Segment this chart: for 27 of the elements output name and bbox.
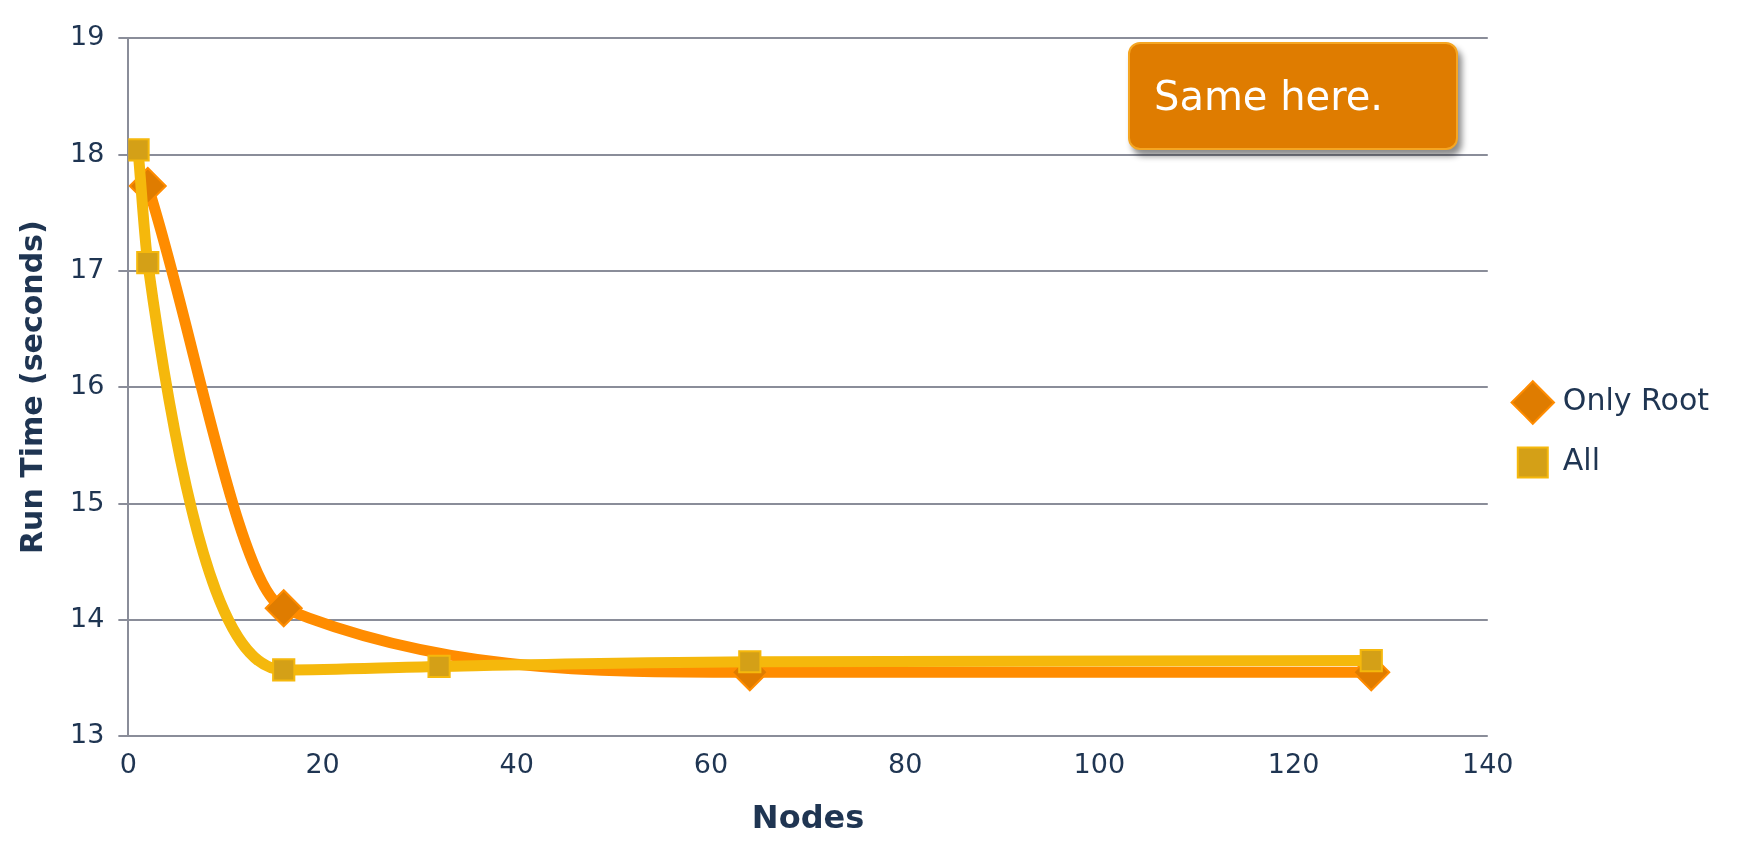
y-tick-label: 17 (70, 252, 105, 284)
point (264, 589, 303, 628)
point (1359, 648, 1383, 673)
legend-label: All (1562, 442, 1600, 478)
x-tick-label: 140 (1462, 748, 1514, 780)
x-tick-label: 100 (1073, 748, 1126, 780)
x-tick-label: 0 (119, 748, 137, 780)
x-tick-label: 60 (693, 748, 729, 780)
y-tick-label: 16 (70, 369, 105, 401)
x-tick-label: 80 (887, 748, 923, 780)
y-axis-title: Run Time (seconds) (13, 220, 49, 555)
y-tick-label: 18 (70, 136, 105, 168)
y-tick-label: 13 (70, 718, 105, 750)
x-tick-label: 40 (499, 748, 534, 780)
point (427, 654, 451, 679)
point (272, 658, 296, 682)
x-tick-label: 20 (305, 748, 340, 780)
point (738, 650, 762, 674)
point (128, 138, 150, 162)
x-axis-title: Nodes (751, 798, 865, 837)
y-tick-label: 14 (70, 601, 105, 633)
y-tick-label: 15 (70, 485, 105, 517)
x-tick-label: 120 (1267, 748, 1320, 780)
annotation: Same here. (1128, 42, 1458, 150)
legend-label: Only Root (1562, 382, 1710, 418)
point (136, 251, 160, 275)
y-tick-label: 19 (70, 20, 105, 52)
